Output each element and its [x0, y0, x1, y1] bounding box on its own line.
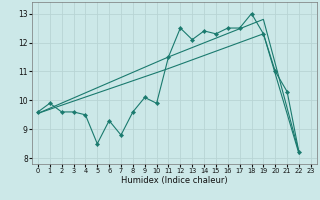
X-axis label: Humidex (Indice chaleur): Humidex (Indice chaleur)	[121, 176, 228, 185]
